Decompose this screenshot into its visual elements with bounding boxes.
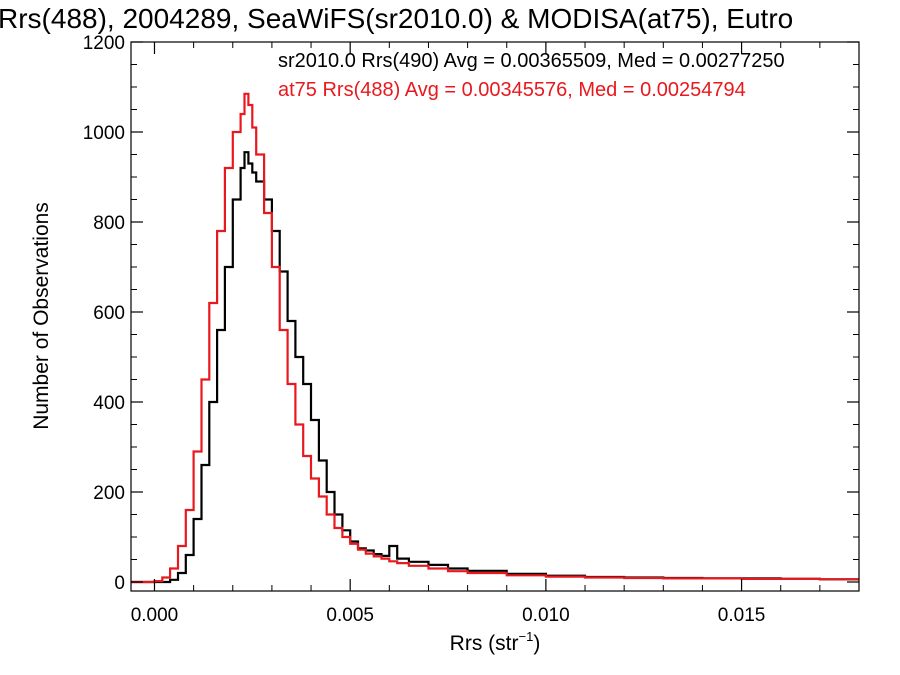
y-axis-label: Number of Observations bbox=[30, 202, 53, 430]
legend-entry-black-stats: sr2010.0 Rrs(490) Avg = 0.00365509, Med … bbox=[278, 50, 785, 72]
x-axis-ticks: 0.000 0.005 0.010 0.015 bbox=[131, 42, 821, 626]
y-tick-label: 800 bbox=[93, 213, 125, 234]
y-tick-label: 1200 bbox=[83, 33, 125, 54]
x-axis-label-exponent: −1 bbox=[519, 629, 534, 644]
plot-frame bbox=[130, 41, 860, 592]
series-layer bbox=[131, 92, 859, 584]
x-tick-label: 0.005 bbox=[326, 605, 374, 626]
x-axis-label: Rrs (str−1) bbox=[450, 629, 541, 655]
chart-title: Rrs(488), 2004289, SeaWiFS(sr2010.0) & M… bbox=[0, 3, 793, 34]
legend-entry-red-stats: at75 Rrs(488) Avg = 0.00345576, Med = 0.… bbox=[278, 79, 746, 101]
y-tick-label: 200 bbox=[93, 483, 125, 504]
y-tick-label: 0 bbox=[114, 573, 125, 594]
x-tick-label: 0.000 bbox=[131, 605, 179, 626]
x-axis-label-close: ) bbox=[533, 632, 540, 655]
y-axis-ticks: 0 200 400 600 800 1000 1200 bbox=[83, 33, 859, 594]
x-axis-label-main: Rrs (str bbox=[450, 632, 519, 655]
x-tick-label: 0.010 bbox=[522, 605, 570, 626]
x-tick-label: 0.015 bbox=[718, 605, 766, 626]
series-line-sr2010 bbox=[131, 151, 859, 584]
y-tick-label: 400 bbox=[93, 393, 125, 414]
series-line-at75 bbox=[131, 92, 859, 584]
y-tick-label: 600 bbox=[93, 303, 125, 324]
y-tick-label: 1000 bbox=[83, 123, 125, 144]
